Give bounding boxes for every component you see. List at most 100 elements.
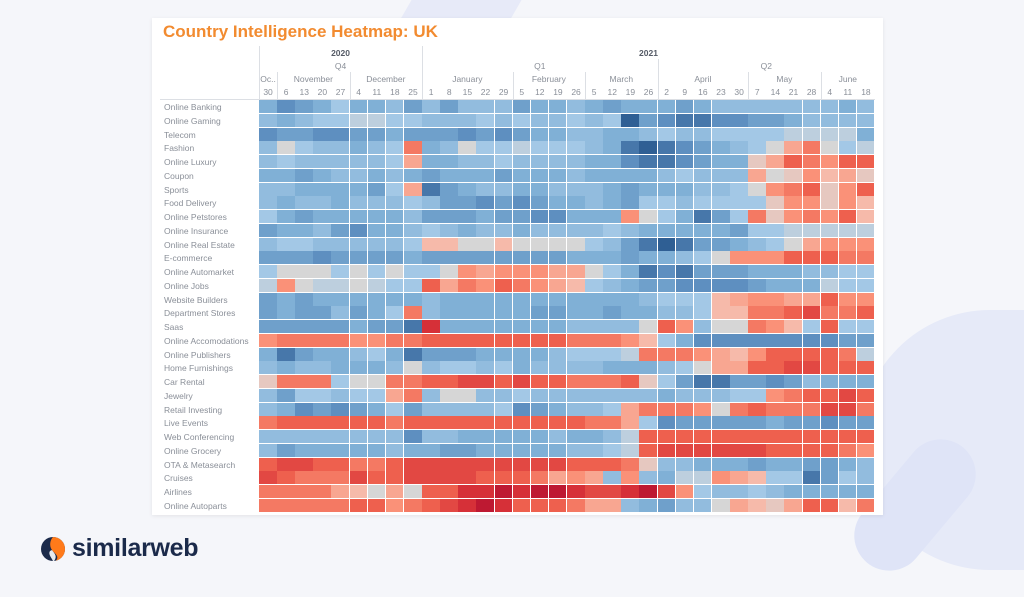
heatmap-cell bbox=[693, 141, 713, 156]
heatmap-cell bbox=[422, 485, 441, 500]
heatmap-cell bbox=[675, 168, 695, 183]
heatmap-cell bbox=[331, 265, 351, 280]
heatmap-cell bbox=[820, 416, 840, 431]
heatmap-cell bbox=[367, 498, 387, 513]
heatmap-cell bbox=[657, 237, 677, 252]
heatmap-cell bbox=[259, 292, 278, 307]
heatmap-cell bbox=[784, 333, 804, 348]
heatmap-cell bbox=[440, 306, 459, 321]
heatmap-cell bbox=[784, 196, 804, 211]
heatmap-cell bbox=[530, 402, 550, 417]
heatmap-cell bbox=[385, 306, 405, 321]
heatmap-cell bbox=[548, 443, 568, 458]
heatmap-cell bbox=[693, 113, 713, 128]
heatmap-cell bbox=[820, 333, 840, 348]
heatmap-cell bbox=[548, 168, 568, 183]
heatmap-cell bbox=[512, 443, 532, 458]
heatmap-cell bbox=[440, 457, 459, 472]
heatmap-cell bbox=[766, 182, 785, 197]
heatmap-cell bbox=[422, 375, 441, 390]
heatmap-cell bbox=[657, 471, 677, 486]
heatmap-cell bbox=[277, 402, 296, 417]
heatmap-cell bbox=[422, 361, 441, 376]
heatmap-cell bbox=[585, 320, 604, 335]
heatmap-cell bbox=[603, 416, 622, 431]
heatmap-cell bbox=[331, 278, 351, 293]
heatmap-cell bbox=[639, 388, 659, 403]
heatmap-cell bbox=[403, 361, 423, 376]
day-header: 26 bbox=[571, 87, 581, 97]
day-header: 4 bbox=[827, 87, 833, 97]
month-header: March bbox=[609, 74, 634, 84]
heatmap-cell bbox=[403, 306, 423, 321]
heatmap-cell bbox=[802, 141, 822, 156]
heatmap-cell bbox=[331, 361, 351, 376]
heatmap-cell bbox=[548, 388, 568, 403]
heatmap-cell bbox=[730, 237, 749, 252]
heatmap-cell bbox=[385, 127, 405, 142]
day-header: 9 bbox=[682, 87, 688, 97]
heatmap-cell bbox=[259, 320, 278, 335]
heatmap-cell bbox=[367, 251, 387, 266]
heatmap-cell bbox=[512, 168, 532, 183]
heatmap-cell bbox=[621, 375, 640, 390]
row-label: Online Automarket bbox=[164, 267, 234, 277]
heatmap-cell bbox=[585, 388, 604, 403]
heatmap-cell bbox=[458, 210, 477, 225]
heatmap-cell bbox=[331, 251, 351, 266]
heatmap-cell bbox=[277, 100, 296, 115]
heatmap-cell bbox=[512, 237, 532, 252]
heatmap-cell bbox=[693, 127, 713, 142]
heatmap-cell bbox=[548, 361, 568, 376]
heatmap-cell bbox=[838, 196, 858, 211]
heatmap-cell bbox=[711, 141, 731, 156]
heatmap-cell bbox=[494, 306, 514, 321]
heatmap-cell bbox=[657, 320, 677, 335]
heatmap-cell bbox=[675, 113, 695, 128]
heatmap-cell bbox=[530, 485, 550, 500]
heatmap-cell bbox=[675, 196, 695, 211]
heatmap-cell bbox=[802, 333, 822, 348]
heatmap-cell bbox=[820, 498, 840, 513]
heatmap-cell bbox=[313, 320, 332, 335]
heatmap-cell bbox=[838, 320, 858, 335]
heatmap-cell bbox=[530, 100, 550, 115]
heatmap-cell bbox=[349, 485, 369, 500]
heatmap-cell bbox=[259, 333, 278, 348]
heatmap-cell bbox=[313, 375, 332, 390]
heatmap-cell bbox=[295, 333, 314, 348]
heatmap-cell bbox=[331, 388, 351, 403]
heatmap-cell bbox=[512, 141, 532, 156]
heatmap-cell bbox=[476, 416, 496, 431]
row-label: Food Delivery bbox=[164, 198, 217, 209]
heatmap-cell bbox=[331, 237, 351, 252]
heatmap-cell bbox=[331, 471, 351, 486]
heatmap-cell bbox=[838, 306, 858, 321]
heatmap-cell bbox=[367, 127, 387, 142]
heatmap-cell bbox=[621, 127, 640, 142]
heatmap-cell bbox=[422, 223, 441, 238]
heatmap-cell bbox=[856, 100, 876, 115]
day-header: 6 bbox=[283, 87, 289, 97]
heatmap-cell bbox=[693, 320, 713, 335]
heatmap-cell bbox=[657, 210, 677, 225]
heatmap-cell bbox=[548, 278, 568, 293]
heatmap-cell bbox=[567, 457, 586, 472]
heatmap-cell bbox=[458, 485, 477, 500]
heatmap-cell bbox=[494, 251, 514, 266]
heatmap-cell bbox=[530, 471, 550, 486]
heatmap-cell bbox=[693, 333, 713, 348]
heatmap-cell bbox=[476, 113, 496, 128]
heatmap-cell bbox=[349, 251, 369, 266]
heatmap-cell bbox=[784, 471, 804, 486]
heatmap-cell bbox=[639, 141, 659, 156]
heatmap-cell bbox=[548, 113, 568, 128]
heatmap-cell bbox=[838, 265, 858, 280]
heatmap-cell bbox=[458, 182, 477, 197]
heatmap-cell bbox=[675, 127, 695, 142]
heatmap-cell bbox=[422, 333, 441, 348]
heatmap-cell bbox=[621, 485, 640, 500]
heatmap-cell bbox=[313, 210, 332, 225]
heatmap-cell bbox=[766, 168, 785, 183]
heatmap-cell bbox=[349, 320, 369, 335]
